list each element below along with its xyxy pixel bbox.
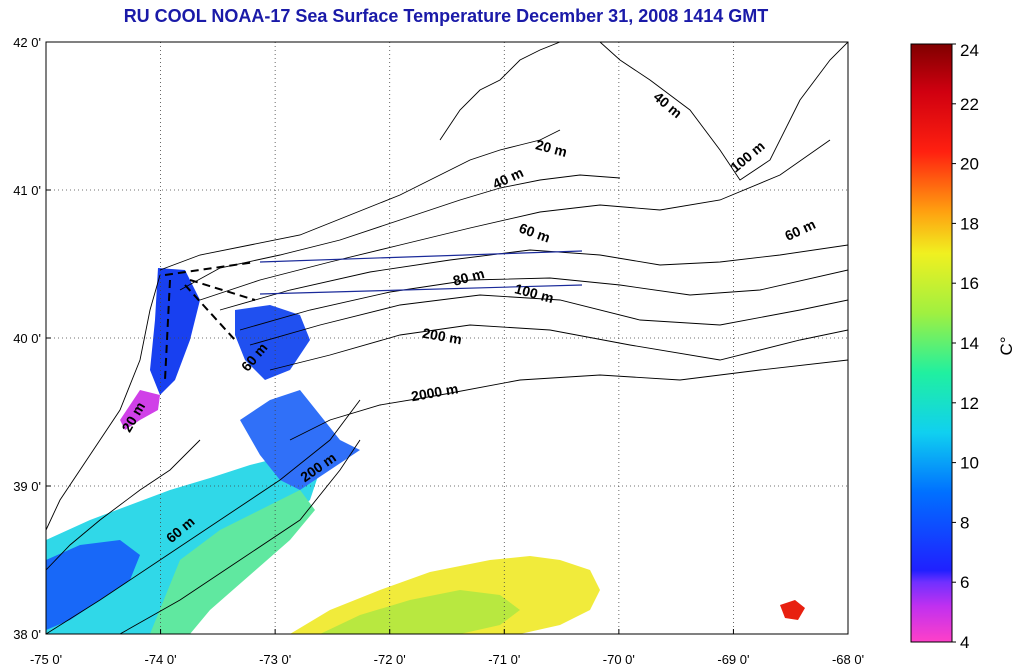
y-tick-label: 41 0' [13,183,41,198]
x-tick-label: -69 0' [717,652,749,667]
x-tick-label: -73 0' [259,652,291,667]
transect-line-1 [259,250,583,263]
colorbar-tick-label: 10 [960,454,979,473]
coastline-nj [46,274,161,531]
contour-100m [249,294,848,346]
map-title: RU COOL NOAA-17 Sea Surface Temperature … [123,6,769,26]
contour-200m [269,324,848,371]
contour-label: 80 m [451,265,486,289]
colorbar-tick-label: 24 [960,41,979,60]
coastline-cape-cod [599,42,848,181]
colorbar-tick-label: 8 [960,513,969,532]
sst-patch-hudson-blue [240,390,360,490]
dashed-track-1 [164,261,256,276]
coastline-long-island [159,129,561,271]
bathymetry-contours [46,42,848,634]
x-tick-label: -71 0' [488,652,520,667]
sst-patch-coastal-green [150,490,315,634]
contour-label: 100 m [513,280,555,306]
contour-40m [199,139,831,301]
y-tick-label: 40 0' [13,331,41,346]
x-tick-label: -68 0' [832,652,864,667]
colorbar: 24 22 20 18 16 14 12 10 8 6 4 C° [910,41,1016,652]
contour-shelf-south-2 [119,439,361,634]
colorbar-gradient [910,43,953,643]
contour-label: 20 m [534,136,569,160]
sst-patch-bay-blue [235,305,310,380]
colorbar-tick-label: 12 [960,394,979,413]
coastline-delmarva [46,439,201,571]
contour-20m [179,174,621,291]
contour-label: 60 m [782,216,818,244]
colorbar-tick-label: 22 [960,95,979,114]
contour-2000m [289,359,848,441]
contour-60m [219,244,848,311]
x-tick-label: -74 0' [145,652,177,667]
contour-80m [239,269,848,331]
contour-label: 200 m [421,325,463,348]
y-tick-label: 42 0' [13,35,41,50]
colorbar-tick-label: 20 [960,155,979,174]
sst-patch-nj-magenta [120,390,160,430]
sst-patch-harbor-blue [150,268,200,395]
contour-label: 2000 m [410,380,460,404]
sst-patch-shelf-blue [46,540,140,630]
contour-label: 60 m [517,220,552,246]
y-tick-label: 39 0' [13,479,41,494]
contour-label: 40 m [490,164,526,192]
x-axis-ticks: -75 0' -74 0' -73 0' -72 0' -71 0' -70 0' -69 … [30,629,864,667]
contour-label: 100 m [727,138,768,176]
sst-patch-south-green [320,590,520,634]
colorbar-tick-label: 6 [960,573,969,592]
x-tick-label: -72 0' [374,652,406,667]
x-tick-label: -70 0' [603,652,635,667]
transect-line-2 [259,284,583,295]
colorbar-tick-label: 4 [960,633,969,652]
sst-patch-east-red [780,600,805,620]
dashed-track-4 [189,279,256,301]
colorbar-tick-label: 16 [960,274,979,293]
dashed-track-2 [164,279,171,381]
x-tick-label: -75 0' [30,652,62,667]
coastline-new-england [439,42,561,141]
contour-label: 40 m [651,88,686,121]
contour-shelf-south [46,399,361,634]
colorbar-tick-label: 14 [960,334,979,353]
y-tick-label: 38 0' [13,627,41,642]
colorbar-tick-label: 18 [960,214,979,233]
colorbar-unit-label: C° [997,336,1016,355]
colorbar-ticks: 24 22 20 18 16 14 12 10 8 6 4 [952,41,979,652]
y-axis-ticks: 42 0' 41 0' 40 0' 39 0' 38 0' [13,35,51,642]
